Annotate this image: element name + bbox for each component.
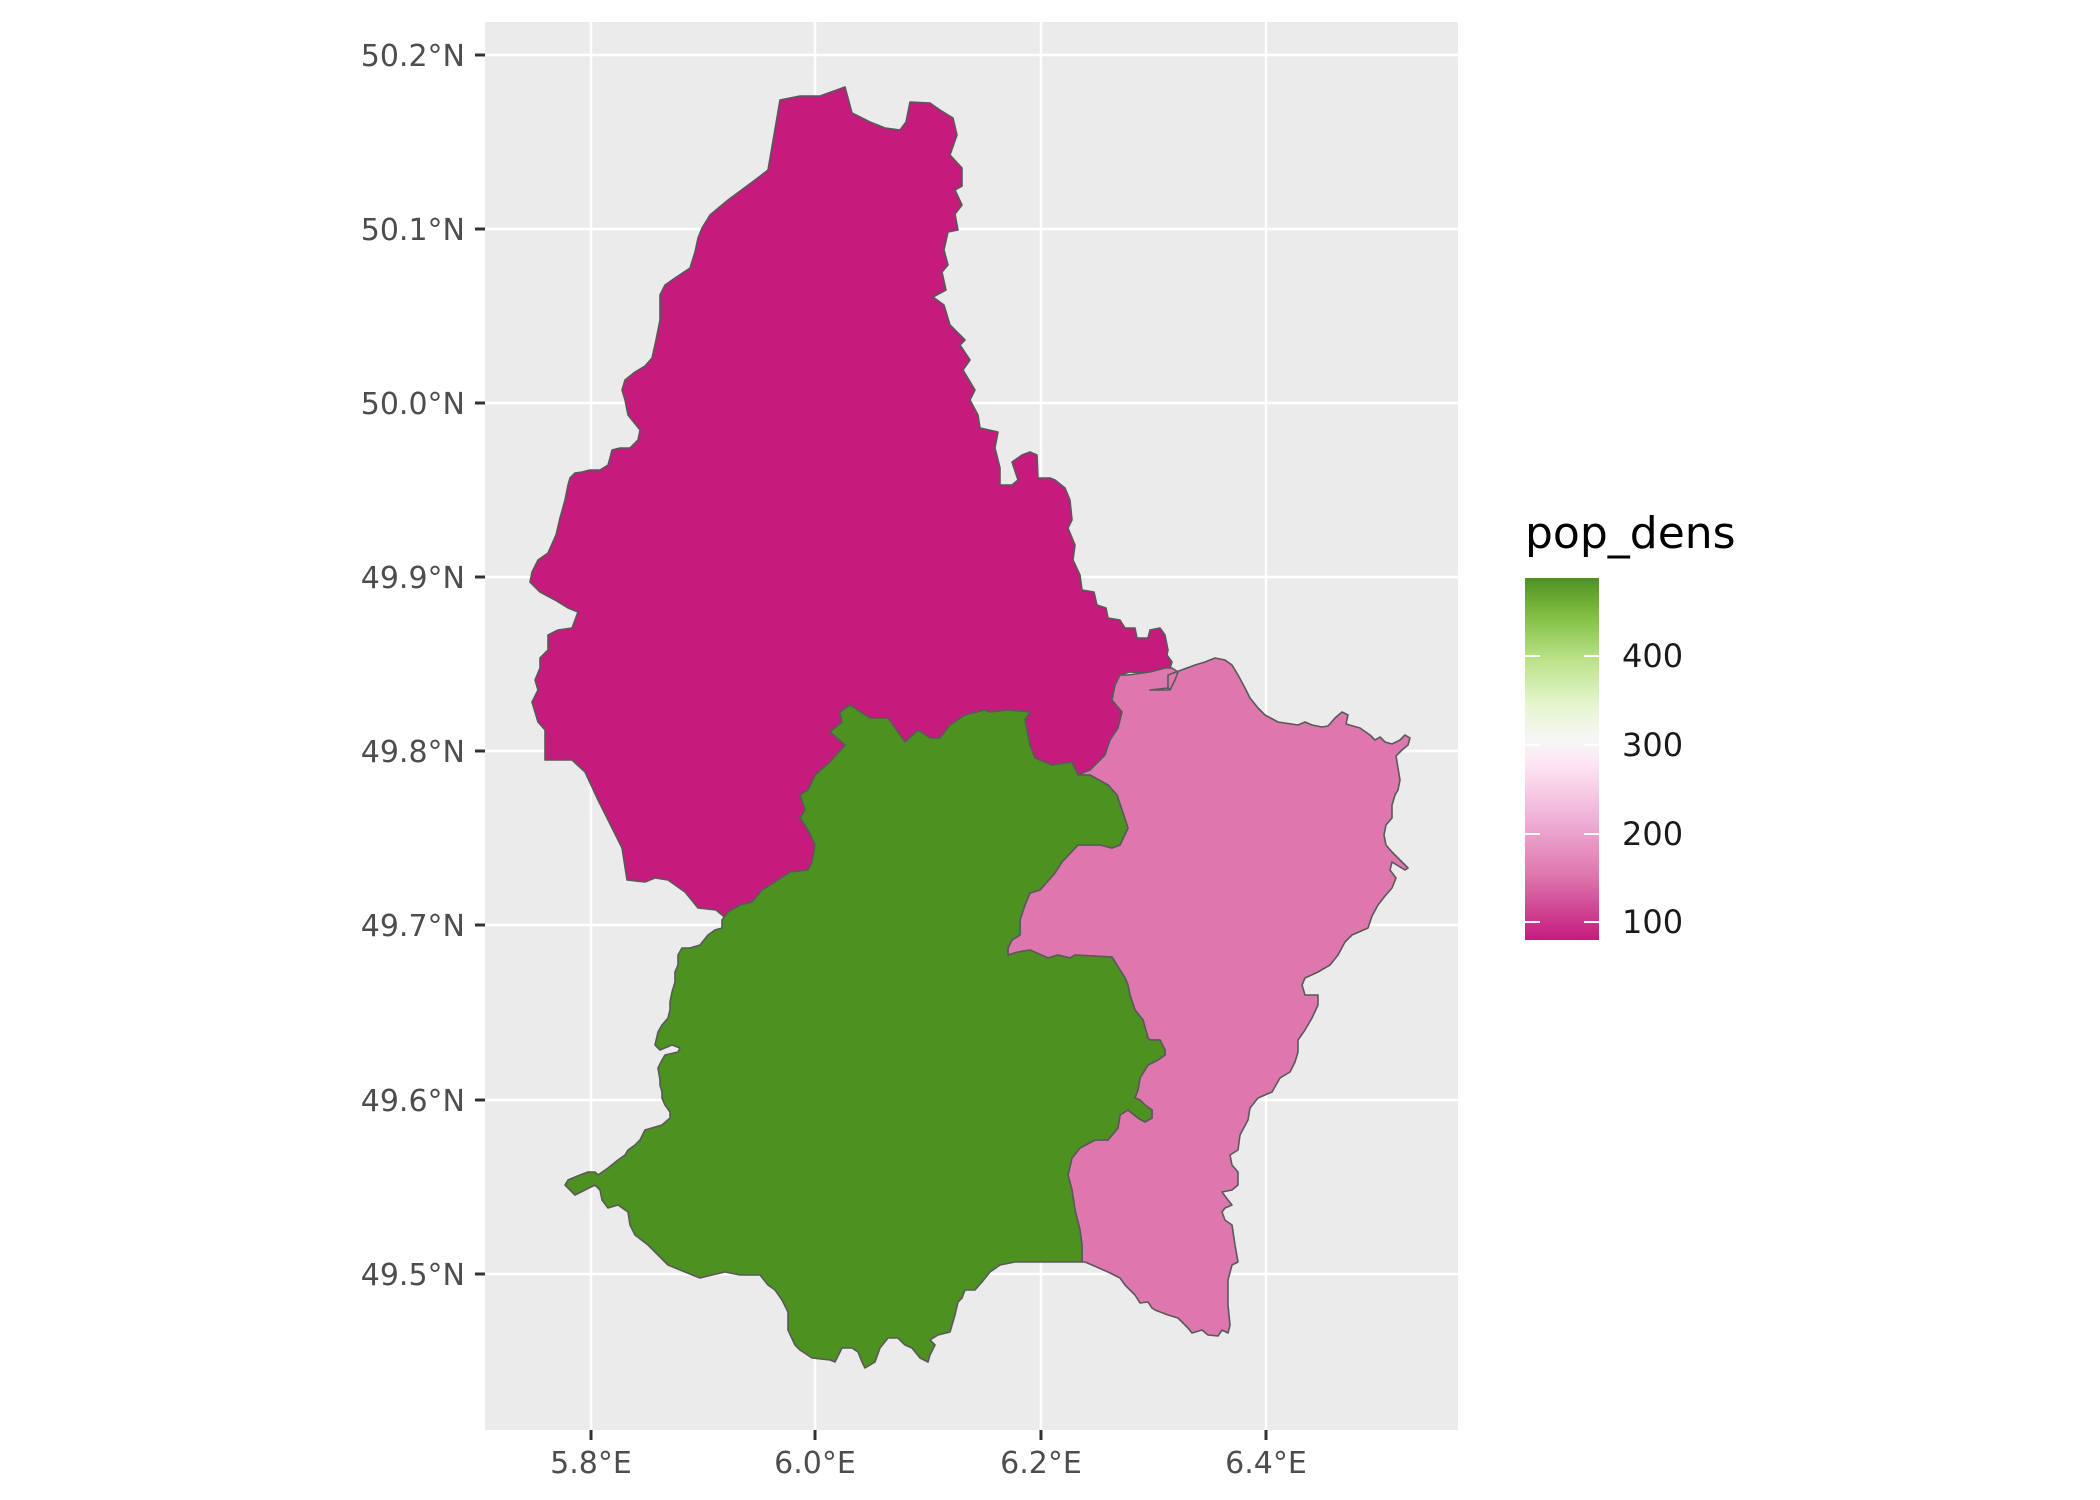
region-center-south[interactable]: [564, 704, 1166, 1369]
y-tick-label: 49.9°N: [361, 561, 465, 596]
x-tick-label: 6.4°E: [1225, 1446, 1307, 1481]
regions: [529, 86, 1411, 1369]
x-tick-label: 6.0°E: [774, 1446, 856, 1481]
x-tick-label: 5.8°E: [550, 1446, 632, 1481]
y-tick-label: 49.7°N: [361, 909, 465, 944]
y-tick-label: 49.8°N: [361, 735, 465, 770]
y-axis: 49.5°N 49.6°N 49.7°N 49.8°N 49.9°N 50.0°…: [361, 39, 465, 1293]
y-tick-label: 49.6°N: [361, 1084, 465, 1119]
y-tick-label: 50.2°N: [361, 39, 465, 74]
legend-ticks: [1525, 655, 1599, 923]
legend-title: pop_dens: [1525, 508, 1736, 559]
legend-label: 300: [1622, 726, 1683, 764]
x-tick-label: 6.2°E: [1000, 1446, 1082, 1481]
y-tick-label: 50.0°N: [361, 387, 465, 422]
legend: pop_dens 400 300 200 100: [1525, 508, 1736, 941]
legend-colorbar: [1525, 578, 1599, 940]
y-tick-label: 50.1°N: [361, 213, 465, 248]
legend-label: 400: [1622, 637, 1683, 675]
legend-label: 200: [1622, 815, 1683, 853]
y-tick-label: 49.5°N: [361, 1258, 465, 1293]
legend-label: 100: [1622, 903, 1683, 941]
x-axis: 5.8°E 6.0°E 6.2°E 6.4°E: [550, 1446, 1307, 1481]
axis-ticks: [475, 53, 1268, 1440]
